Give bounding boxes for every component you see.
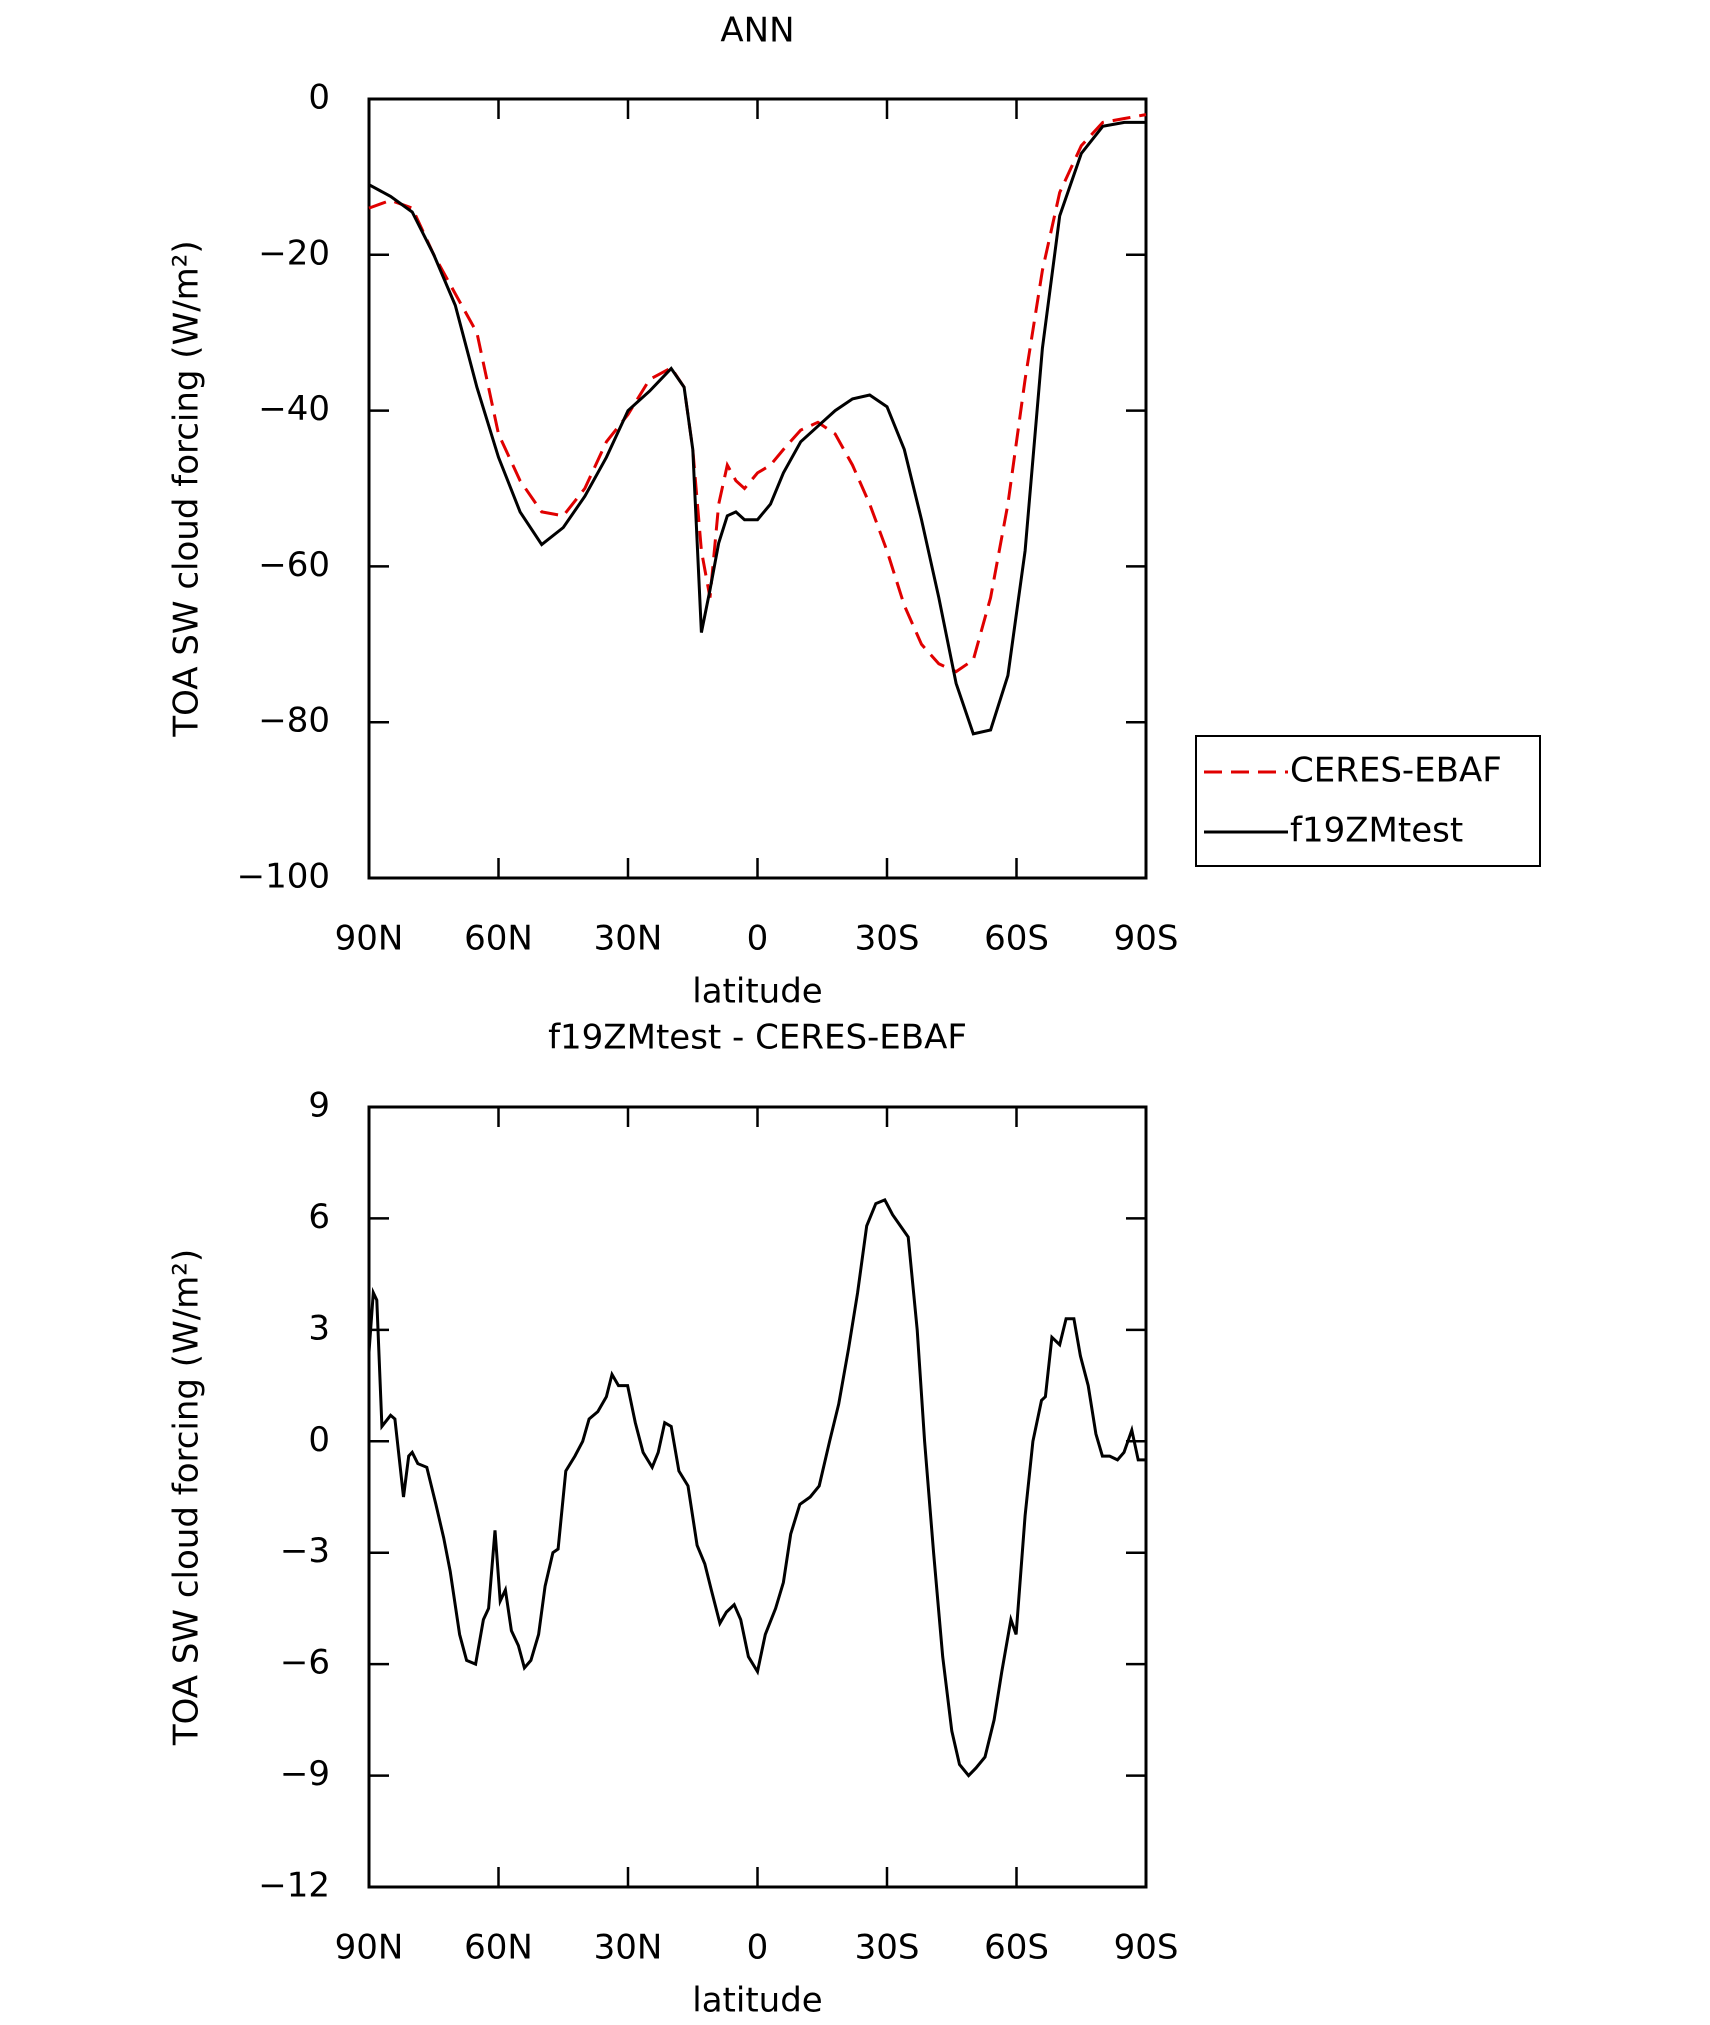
x-axis-label: latitude — [692, 1981, 822, 2021]
legend-label: f19ZMtest — [1290, 811, 1463, 851]
y-tick-label: −40 — [258, 389, 330, 429]
y-tick-label: −20 — [258, 233, 330, 273]
x-tick-label: 60N — [464, 919, 533, 959]
legend-box — [1195, 735, 1541, 867]
x-tick-label: 30S — [855, 919, 920, 959]
x-tick-label: 0 — [747, 1928, 769, 1968]
y-tick-label: −12 — [258, 1866, 330, 1906]
data-line — [368, 120, 1146, 736]
y-tick-label: −3 — [280, 1531, 330, 1571]
legend-label: CERES-EBAF — [1290, 751, 1502, 791]
y-tick-label: 0 — [308, 78, 330, 118]
y-tick-label: −80 — [258, 701, 330, 741]
y-tick-label: 0 — [308, 1420, 330, 1460]
data-line — [367, 1197, 1146, 1778]
data-line — [368, 113, 1147, 674]
x-tick-label: 0 — [747, 919, 769, 959]
y-tick-label: −9 — [280, 1754, 330, 1794]
y-tick-label: 6 — [308, 1197, 330, 1237]
legend: CERES-EBAF f19ZMtest — [1195, 735, 1541, 867]
y-tick-label: −60 — [258, 545, 330, 585]
y-tick-label: −6 — [280, 1643, 330, 1683]
y-axis-label: TOA SW cloud forcing (W/m²) — [167, 1249, 207, 1746]
x-tick-label: 60S — [984, 1928, 1049, 1968]
x-tick-label: 90S — [1114, 919, 1179, 959]
y-tick-label: 3 — [308, 1308, 330, 1348]
x-tick-label: 30N — [594, 1928, 663, 1968]
x-tick-label: 90N — [335, 1928, 404, 1968]
plot-frame — [367, 97, 1148, 880]
x-tick-label: 60S — [984, 919, 1049, 959]
x-tick-label: 60N — [464, 1928, 533, 1968]
y-tick-label: 9 — [308, 1086, 330, 1126]
plot-frame — [367, 1105, 1148, 1889]
chart-title: f19ZMtest - CERES-EBAF — [548, 1018, 967, 1058]
x-axis-label: latitude — [692, 972, 822, 1012]
x-tick-label: 90N — [335, 919, 404, 959]
x-tick-label: 30N — [594, 919, 663, 959]
y-tick-label: −100 — [237, 857, 330, 897]
x-tick-label: 90S — [1114, 1928, 1179, 1968]
y-axis-label: TOA SW cloud forcing (W/m²) — [167, 240, 207, 737]
chart-title: ANN — [720, 11, 794, 51]
x-tick-label: 30S — [855, 1928, 920, 1968]
